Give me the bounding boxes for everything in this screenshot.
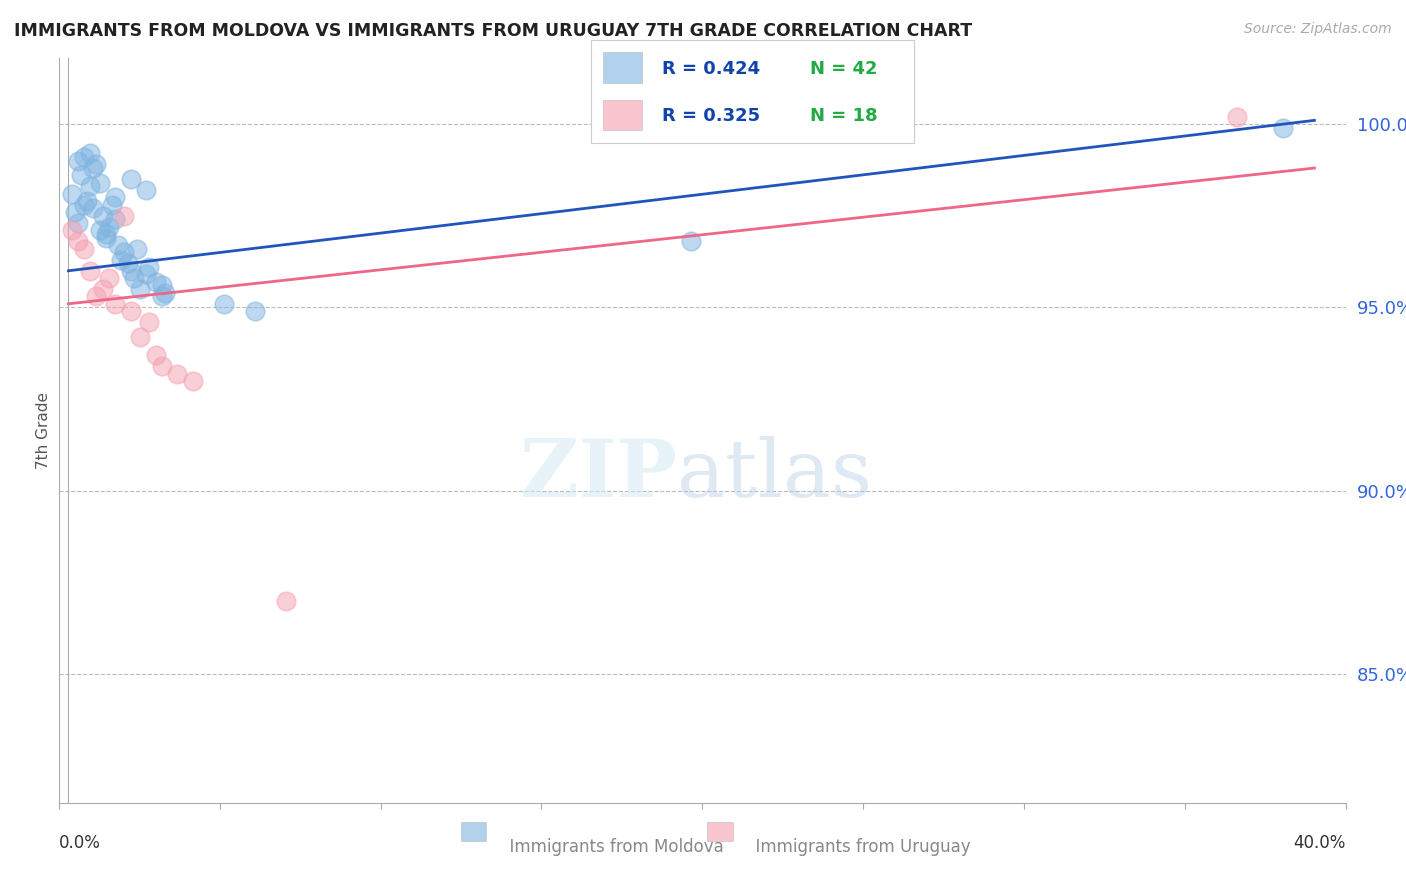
Text: Source: ZipAtlas.com: Source: ZipAtlas.com	[1244, 22, 1392, 37]
Point	[82, 161, 104, 175]
Point	[94, 227, 117, 241]
Point	[70, 169, 93, 183]
Point	[101, 198, 124, 212]
Point	[681, 235, 703, 249]
Point	[66, 216, 89, 230]
Text: 40.0%: 40.0%	[1294, 834, 1346, 852]
Point	[76, 194, 98, 208]
Point	[125, 242, 148, 256]
Text: Immigrants from Uruguay: Immigrants from Uruguay	[745, 838, 970, 856]
Text: 0.0%: 0.0%	[59, 834, 101, 852]
Point	[1272, 120, 1295, 135]
Point	[138, 315, 160, 329]
Point	[114, 209, 136, 223]
Point	[82, 202, 104, 216]
Point	[104, 297, 127, 311]
FancyBboxPatch shape	[603, 100, 643, 130]
Point	[138, 260, 160, 274]
Point	[150, 278, 173, 293]
Point	[120, 304, 142, 318]
Point	[135, 183, 157, 197]
Point	[66, 153, 89, 168]
Point	[110, 252, 132, 267]
Point	[63, 205, 86, 219]
Point	[79, 264, 101, 278]
Point	[104, 190, 127, 204]
Point	[104, 212, 127, 227]
Point	[122, 271, 145, 285]
Point	[86, 289, 108, 303]
Point	[97, 219, 120, 234]
Point	[91, 282, 114, 296]
Text: R = 0.325: R = 0.325	[662, 107, 759, 125]
Point	[86, 157, 108, 171]
Point	[245, 304, 267, 318]
Text: IMMIGRANTS FROM MOLDOVA VS IMMIGRANTS FROM URUGUAY 7TH GRADE CORRELATION CHART: IMMIGRANTS FROM MOLDOVA VS IMMIGRANTS FR…	[14, 22, 972, 40]
Point	[73, 242, 96, 256]
Point	[181, 374, 204, 388]
Point	[150, 289, 173, 303]
Point	[145, 348, 167, 362]
Point	[66, 235, 89, 249]
Point	[129, 330, 152, 344]
Point	[107, 238, 129, 252]
Point	[94, 231, 117, 245]
Point	[114, 245, 136, 260]
Point	[212, 297, 235, 311]
Point	[117, 256, 139, 270]
Point	[79, 146, 101, 161]
Point	[73, 198, 96, 212]
Point	[79, 179, 101, 194]
Point	[89, 176, 111, 190]
Point	[60, 186, 83, 201]
Point	[150, 359, 173, 374]
Point	[166, 367, 188, 381]
Point	[145, 275, 167, 289]
Text: ZIP: ZIP	[520, 436, 676, 514]
FancyBboxPatch shape	[603, 53, 643, 83]
Point	[129, 282, 152, 296]
Text: N = 18: N = 18	[810, 107, 877, 125]
Point	[120, 264, 142, 278]
Text: R = 0.424: R = 0.424	[662, 60, 759, 78]
Point	[276, 594, 298, 608]
Point	[60, 223, 83, 237]
Text: atlas: atlas	[676, 436, 872, 514]
Y-axis label: 7th Grade: 7th Grade	[35, 392, 51, 469]
Point	[73, 150, 96, 164]
Point	[97, 271, 120, 285]
Point	[89, 223, 111, 237]
Point	[1225, 110, 1247, 124]
Text: Immigrants from Moldova: Immigrants from Moldova	[499, 838, 724, 856]
Point	[120, 172, 142, 186]
Point	[91, 209, 114, 223]
Point	[135, 268, 157, 282]
Text: N = 42: N = 42	[810, 60, 877, 78]
Point	[153, 285, 176, 300]
